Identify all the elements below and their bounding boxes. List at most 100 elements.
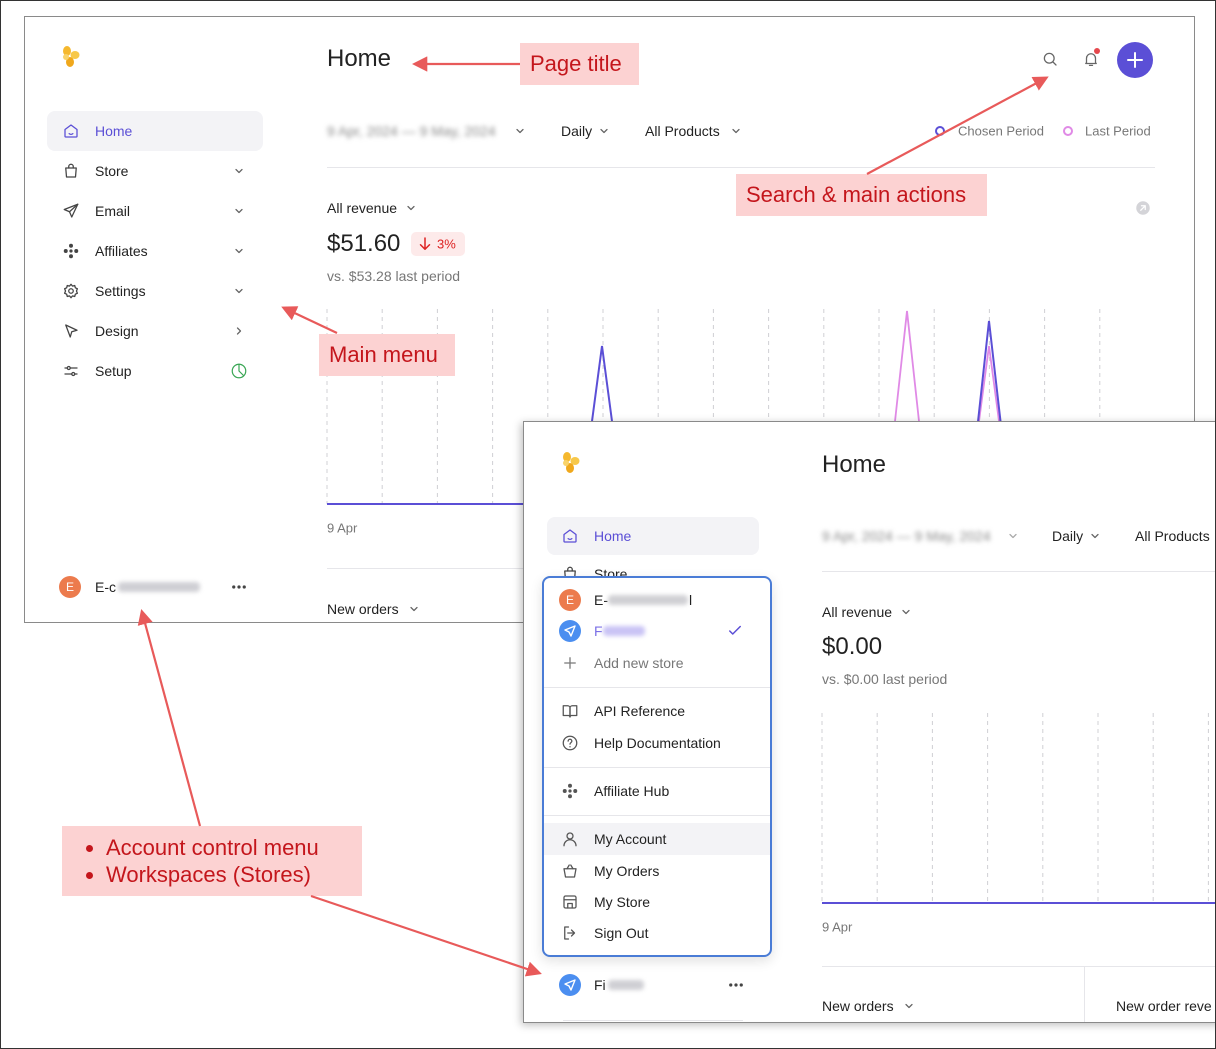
divider — [544, 687, 770, 688]
chevron — [1009, 533, 1017, 539]
chevron — [1091, 533, 1099, 539]
menu-icon — [563, 529, 577, 543]
selected-check — [729, 625, 741, 635]
metric-label: New orders — [327, 601, 399, 617]
interval-select: Daily — [561, 123, 593, 139]
change-badge — [411, 232, 465, 256]
menu-icon — [63, 203, 79, 218]
store-name: E-c — [95, 579, 116, 595]
store-avatar: E — [559, 589, 581, 611]
store-avatar: E — [59, 576, 81, 598]
change-arrow — [419, 237, 431, 250]
metric-label: All revenue — [327, 200, 398, 216]
setup-progress — [231, 363, 247, 379]
chevron — [236, 327, 242, 335]
menu-icon — [563, 864, 577, 878]
metric-change: 3% — [437, 236, 456, 252]
more-button — [232, 585, 246, 589]
chevron — [235, 168, 243, 174]
menu-highlight — [547, 517, 759, 555]
menu-icon — [65, 163, 77, 178]
date-range: 9 Apr, 2024 — 9 May, 2024 — [822, 528, 991, 544]
chevron — [235, 248, 243, 254]
logo — [63, 46, 80, 67]
divider — [1084, 966, 1085, 1022]
legend-item: Chosen Period — [958, 123, 1044, 139]
legend-marker — [1063, 126, 1073, 136]
page-title: Home — [327, 45, 392, 72]
menu-link: Sign Out — [594, 925, 649, 941]
menu-item: Settings — [95, 283, 146, 299]
interval-select: Daily — [1052, 528, 1084, 544]
menu-item: Home — [95, 123, 133, 139]
metric-label: All revenue — [822, 604, 893, 620]
chevron — [600, 128, 608, 134]
account-menu — [542, 576, 772, 957]
date-range: 9 Apr, 2024 — 9 May, 2024 — [327, 123, 496, 139]
annotation-item: Account control menu — [106, 834, 319, 861]
legend-marker — [935, 126, 945, 136]
product-select: All Products — [1135, 528, 1210, 544]
menu-item: Design — [95, 323, 139, 339]
add-icon — [564, 657, 576, 669]
divider — [327, 167, 1155, 168]
search-button — [1043, 52, 1057, 66]
redacted-text — [608, 980, 644, 990]
store-option: E- — [594, 592, 608, 608]
more-button — [729, 983, 743, 987]
hover-highlight — [544, 823, 770, 855]
x-axis-label: 9 Apr — [327, 520, 358, 536]
chevron — [407, 205, 415, 211]
home-screen-with-account-menu: Home Home Store 9 Apr, 2024 — 9 May, 2024 Da… — [523, 421, 1215, 1023]
menu-item: Affiliates — [95, 243, 148, 259]
menu-highlight — [47, 111, 263, 151]
legend-item: Last Period — [1085, 123, 1151, 139]
divider — [822, 966, 1215, 967]
expand-button — [1136, 201, 1150, 215]
metric-comparison: vs. $0.00 last period — [822, 671, 948, 687]
annotation-list: Account control menu Workspaces (Stores) — [72, 834, 319, 888]
menu-icon — [64, 365, 78, 377]
metric-comparison: vs. $53.28 last period — [327, 268, 461, 284]
menu-icon — [563, 832, 577, 847]
divider — [544, 767, 770, 768]
menu-icon — [564, 926, 576, 940]
annotation-item: Workspaces (Stores) — [106, 861, 319, 888]
link-icon — [562, 705, 578, 718]
page-title: Home — [822, 451, 887, 478]
menu-icon — [64, 124, 78, 138]
redacted-text — [118, 582, 200, 592]
metric-label: New order reve — [1116, 998, 1212, 1014]
menu-link: My Orders — [594, 863, 660, 879]
divider — [822, 571, 1215, 572]
divider — [544, 815, 770, 816]
menu-icon — [63, 243, 79, 259]
create-button — [1117, 42, 1153, 78]
menu-icon — [63, 283, 79, 299]
link-icon — [562, 735, 578, 751]
menu-icon — [563, 895, 577, 909]
chevron — [410, 606, 418, 612]
chevron — [516, 128, 524, 134]
menu-link: Affiliate Hub — [594, 783, 670, 799]
chevron — [732, 128, 740, 134]
logo — [563, 452, 580, 473]
chevron — [235, 208, 243, 214]
redacted-text — [608, 595, 688, 605]
arrow — [310, 894, 542, 977]
menu-link: Help Documentation — [594, 735, 721, 751]
metric-label: New orders — [822, 998, 894, 1014]
annotation-label: Account control menu Workspaces (Stores) — [62, 826, 362, 896]
store-avatar — [559, 974, 581, 996]
chevron — [902, 609, 910, 615]
metric-value: $0.00 — [822, 633, 883, 660]
divider — [563, 1020, 743, 1021]
menu-item: Store — [95, 163, 129, 179]
store-avatar — [559, 620, 581, 642]
notifications-button — [1085, 53, 1097, 67]
menu-item: Home — [594, 528, 632, 544]
menu-link: My Account — [594, 831, 667, 847]
menu-item: Setup — [95, 363, 132, 379]
store-option: F — [594, 623, 603, 639]
